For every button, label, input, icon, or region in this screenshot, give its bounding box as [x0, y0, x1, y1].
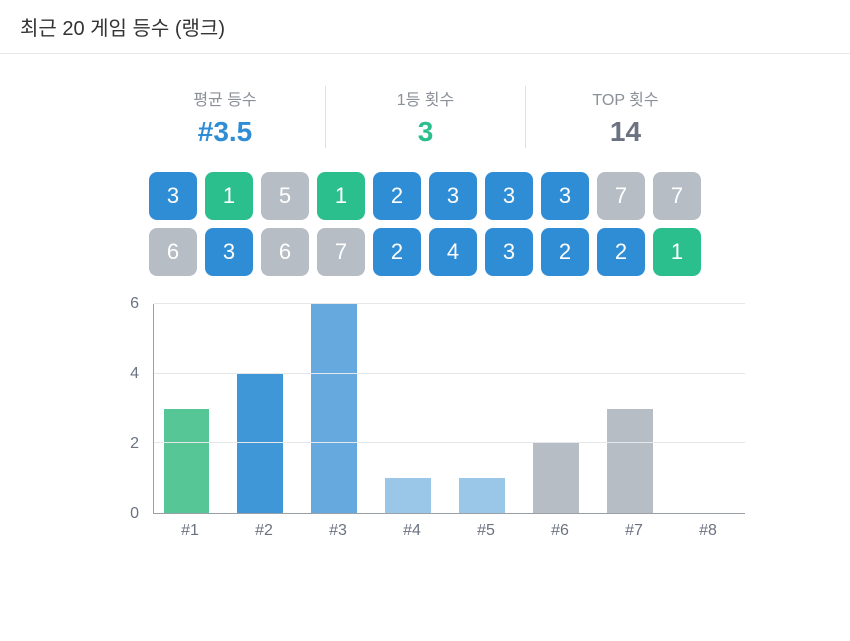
rank-badge: 3 [205, 228, 253, 276]
x-tick-label: #4 [375, 518, 449, 544]
bar-slot [597, 304, 671, 513]
bar [533, 443, 579, 513]
x-tick-label: #7 [597, 518, 671, 544]
bar [311, 304, 357, 513]
x-tick-label: #6 [523, 518, 597, 544]
chart-plot [153, 304, 745, 514]
y-tick-label: 6 [130, 295, 139, 313]
rank-badge: 7 [653, 172, 701, 220]
rank-badge: 4 [429, 228, 477, 276]
bar [459, 478, 505, 513]
chart-y-axis: 0246 [105, 304, 145, 514]
rank-badge: 7 [597, 172, 645, 220]
y-tick-label: 2 [130, 435, 139, 453]
x-tick-label: #3 [301, 518, 375, 544]
bar-slot [302, 304, 376, 513]
stat-label: 평균 등수 [125, 86, 325, 110]
chart-x-axis: #1#2#3#4#5#6#7#8 [153, 518, 745, 544]
bar-slot [228, 304, 302, 513]
stat-value: 3 [326, 116, 525, 148]
bar-slot [154, 304, 228, 513]
rank-badge: 3 [541, 172, 589, 220]
grid-line [154, 373, 745, 374]
badge-row: 6367243221 [149, 228, 701, 276]
rank-badge: 2 [541, 228, 589, 276]
stat-label: 1등 횟수 [326, 86, 525, 110]
rank-badge: 1 [205, 172, 253, 220]
stat-label: TOP 횟수 [526, 86, 725, 110]
rank-badge: 1 [653, 228, 701, 276]
grid-line [154, 303, 745, 304]
bar [607, 409, 653, 514]
stats-row: 평균 등수 #3.51등 횟수 3TOP 횟수 14 [60, 86, 790, 148]
chart-bars [154, 304, 745, 513]
rank-badge: 2 [373, 228, 421, 276]
rank-histogram: 0246 #1#2#3#4#5#6#7#8 [105, 304, 745, 544]
rank-badge: 7 [317, 228, 365, 276]
rank-badge: 3 [485, 172, 533, 220]
stat-block: 평균 등수 #3.5 [125, 86, 325, 148]
badge-row: 3151233377 [149, 172, 701, 220]
x-tick-label: #1 [153, 518, 227, 544]
rank-badge: 6 [261, 228, 309, 276]
page: 최근 20 게임 등수 (랭크) 평균 등수#3.51등 횟수3TOP 횟수14… [0, 0, 850, 641]
bar [164, 409, 210, 514]
rank-badge: 2 [373, 172, 421, 220]
x-tick-label: #2 [227, 518, 301, 544]
panel-title: 최근 20 게임 등수 (랭크) [0, 0, 850, 54]
rank-badge: 5 [261, 172, 309, 220]
stat-block: TOP 횟수 14 [525, 86, 725, 148]
grid-line [154, 442, 745, 443]
bar-slot [523, 304, 597, 513]
y-tick-label: 0 [130, 505, 139, 523]
rank-badge: 3 [429, 172, 477, 220]
x-tick-label: #8 [671, 518, 745, 544]
rank-badge: 6 [149, 228, 197, 276]
x-tick-label: #5 [449, 518, 523, 544]
stat-value: 14 [526, 116, 725, 148]
rank-badge: 3 [149, 172, 197, 220]
bar-slot [450, 304, 524, 513]
content: 평균 등수#3.51등 횟수3TOP 횟수14 3151233377636724… [0, 54, 850, 554]
bar-slot [376, 304, 450, 513]
rank-badges: 31512333776367243221 [60, 172, 790, 276]
rank-badge: 2 [597, 228, 645, 276]
stat-value: #3.5 [125, 116, 325, 148]
stat-block: 1등 횟수 3 [325, 86, 525, 148]
rank-badge: 1 [317, 172, 365, 220]
bar-slot [671, 304, 745, 513]
rank-badge: 3 [485, 228, 533, 276]
y-tick-label: 4 [130, 365, 139, 383]
bar [385, 478, 431, 513]
